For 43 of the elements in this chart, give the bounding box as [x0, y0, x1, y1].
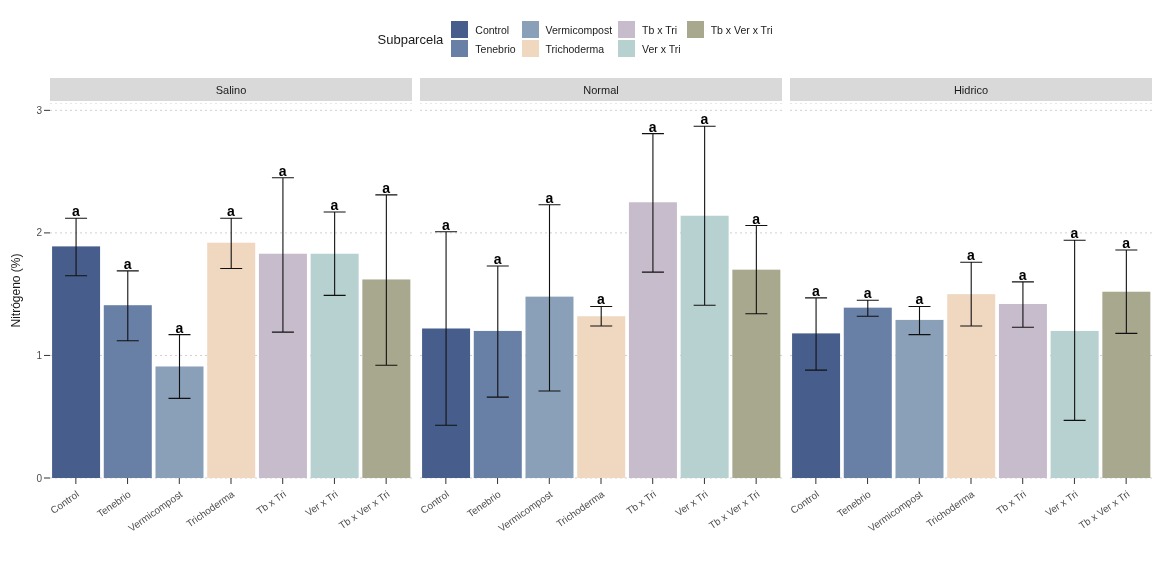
annotation: a: [967, 247, 976, 264]
y-tick-label: 0: [36, 472, 43, 484]
annotation: a: [811, 282, 820, 299]
annotation: a: [752, 210, 761, 227]
annotation: a: [915, 291, 924, 308]
annotation: a: [863, 285, 872, 302]
chart-title: Hidrico: [790, 78, 1152, 101]
chart-title: Normal: [420, 78, 782, 101]
x-tick-label: Tb x Tri: [624, 488, 658, 517]
annotation: a: [175, 319, 184, 336]
legend-label: Tb x Ver x Tri: [710, 23, 773, 36]
legend-label: Trichoderma: [545, 42, 605, 55]
annotation: a: [227, 203, 236, 220]
x-tick-label: Tb x Tri: [254, 488, 288, 517]
annotation: a: [1122, 235, 1131, 252]
annotation: a: [382, 179, 391, 196]
x-tick-label: Ver x Tri: [303, 488, 340, 519]
annotation: a: [1018, 266, 1027, 283]
annotation: a: [123, 255, 132, 272]
legend-label: Vermicompost: [545, 23, 613, 36]
annotation: a: [545, 189, 554, 206]
y-tick-label: 1: [36, 350, 43, 361]
annotation: a: [1070, 225, 1079, 242]
annotation: a: [700, 111, 709, 128]
x-tick-label: Ver x Tri: [1043, 488, 1080, 519]
annotation: a: [597, 291, 606, 308]
y-axis-title: Nitrógeno (%): [9, 253, 24, 328]
legend-label: Control: [475, 23, 510, 36]
legend-label: Tenebrio: [475, 42, 516, 55]
annotation: a: [278, 162, 287, 179]
chart-title: Salino: [50, 78, 412, 101]
annotation: a: [648, 118, 657, 135]
annotation: a: [71, 203, 80, 220]
legend-title: Subparcela: [377, 31, 444, 47]
annotation: a: [330, 197, 339, 214]
y-tick-label: 3: [36, 104, 43, 116]
annotation: a: [493, 250, 502, 267]
x-tick-label: Ver x Tri: [673, 488, 710, 519]
legend-label: Tb x Tri: [642, 23, 678, 36]
legend-label: Ver x Tri: [642, 42, 681, 55]
annotation: a: [441, 216, 450, 233]
x-tick-label: Tb x Tri: [994, 488, 1028, 517]
y-tick-label: 2: [36, 227, 43, 239]
